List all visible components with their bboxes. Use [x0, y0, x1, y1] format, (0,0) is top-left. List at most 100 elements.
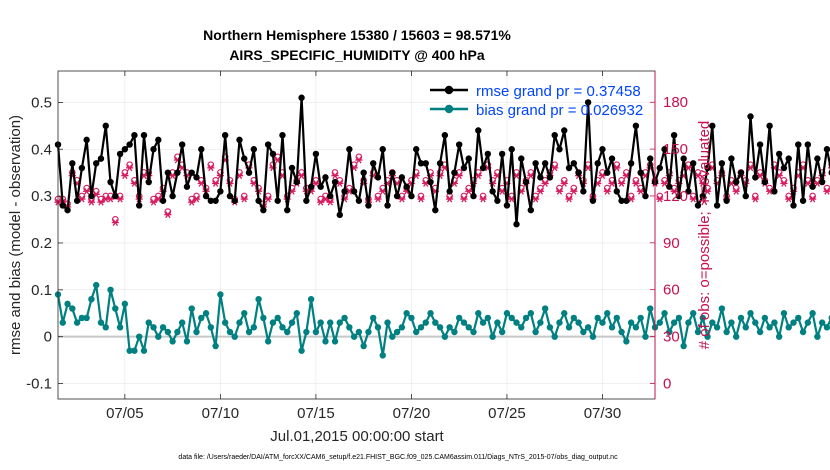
obs-evaluated-point	[527, 172, 535, 180]
star-stroke	[322, 195, 329, 203]
legend-rmse-marker	[444, 85, 454, 95]
bias-point	[623, 338, 630, 345]
bias-point	[723, 328, 730, 336]
obs-evaluated-point	[637, 187, 645, 195]
obs-evaluated-point	[460, 195, 468, 203]
obs-evaluated-point	[312, 180, 320, 187]
x-tick-label: 07/20	[393, 405, 431, 422]
rmse-point	[761, 178, 769, 186]
bias-point	[656, 319, 663, 326]
bias-point	[775, 333, 783, 340]
star-stroke	[685, 164, 692, 172]
bias-point	[713, 324, 721, 331]
star-stroke	[189, 198, 195, 206]
obs-evaluated-point	[374, 195, 382, 203]
star-stroke	[117, 195, 123, 203]
bias-point	[747, 310, 754, 317]
grid	[58, 71, 655, 399]
obs-evaluated-point	[479, 195, 487, 203]
obs-evaluated-point	[660, 180, 669, 187]
bias-point	[370, 314, 377, 322]
bias-point	[269, 319, 277, 326]
rmse-point	[73, 197, 81, 204]
rmse-point	[346, 146, 353, 153]
rmse-point	[508, 146, 515, 153]
bias-point	[116, 324, 124, 331]
star-stroke	[528, 172, 534, 180]
bias-point	[274, 314, 281, 322]
bias-point	[604, 310, 611, 317]
bias-point	[403, 310, 410, 317]
y-right-tick-label: 180	[663, 94, 688, 111]
star-stroke	[141, 172, 147, 180]
bias-point	[455, 314, 463, 322]
star-stroke	[332, 172, 338, 180]
rmse-point	[775, 150, 783, 158]
star-stroke	[317, 198, 324, 206]
x-axis-ticks: 07/05 07/10 07/15 07/20 07/25 07/30	[106, 71, 621, 422]
bias-point	[694, 328, 702, 336]
rmse-point	[551, 131, 558, 139]
bias-point	[809, 310, 816, 317]
bias-point	[532, 328, 539, 336]
rmse-point	[327, 192, 334, 200]
rmse-point	[818, 178, 826, 186]
rmse-point	[198, 146, 205, 153]
bias-point	[637, 314, 644, 322]
star-stroke	[532, 195, 539, 203]
star-stroke	[671, 187, 677, 195]
rmse-point	[594, 160, 601, 167]
star-stroke	[442, 164, 448, 172]
bias-point	[198, 314, 205, 322]
bias-point	[785, 324, 792, 331]
obs-evaluated-point	[326, 198, 334, 206]
bias-point	[732, 333, 740, 340]
bias-point	[432, 319, 439, 326]
rmse-point	[250, 146, 258, 153]
star-stroke	[93, 190, 99, 198]
rmse-point	[780, 164, 788, 172]
star-stroke	[423, 180, 429, 187]
bias-point	[107, 286, 114, 294]
bias-point	[102, 324, 109, 331]
rmse-point	[112, 192, 119, 200]
star-stroke	[542, 180, 548, 187]
bias-point	[322, 338, 329, 345]
rmse-point	[795, 141, 802, 148]
rmse-point	[584, 99, 592, 106]
bias-point	[518, 324, 525, 331]
rmse-point	[713, 202, 721, 209]
obs-evaluated-point	[823, 187, 830, 195]
bias-point	[341, 314, 348, 322]
rmse-point	[245, 169, 253, 176]
bias-point	[331, 338, 339, 345]
star-stroke	[594, 180, 601, 187]
obs-evaluated-point	[97, 198, 105, 206]
bias-point	[680, 342, 687, 350]
rmse-point	[613, 188, 620, 195]
star-stroke	[446, 195, 453, 203]
star-stroke	[208, 164, 214, 172]
star-stroke	[475, 172, 481, 180]
rmse-point	[494, 197, 501, 204]
obs-evaluated-point	[121, 172, 129, 180]
rmse-point	[637, 169, 644, 176]
bias-point	[627, 319, 635, 326]
rmse-point	[604, 169, 611, 176]
rmse-point	[389, 169, 396, 176]
rmse-point	[288, 164, 296, 172]
obs-evaluated-point	[83, 187, 91, 195]
legend-rmse-label: rmse grand pr = 0.37458	[476, 83, 641, 100]
star-stroke	[313, 180, 319, 187]
rmse-point	[107, 178, 114, 186]
rmse-point	[155, 136, 162, 144]
bias-point	[126, 347, 133, 354]
bias-point	[260, 314, 267, 322]
bias-point	[790, 319, 797, 326]
rmse-point	[379, 146, 386, 153]
bias-point	[780, 310, 788, 317]
bias-point	[647, 305, 654, 312]
star-stroke	[494, 172, 501, 180]
bias-point	[446, 324, 453, 331]
